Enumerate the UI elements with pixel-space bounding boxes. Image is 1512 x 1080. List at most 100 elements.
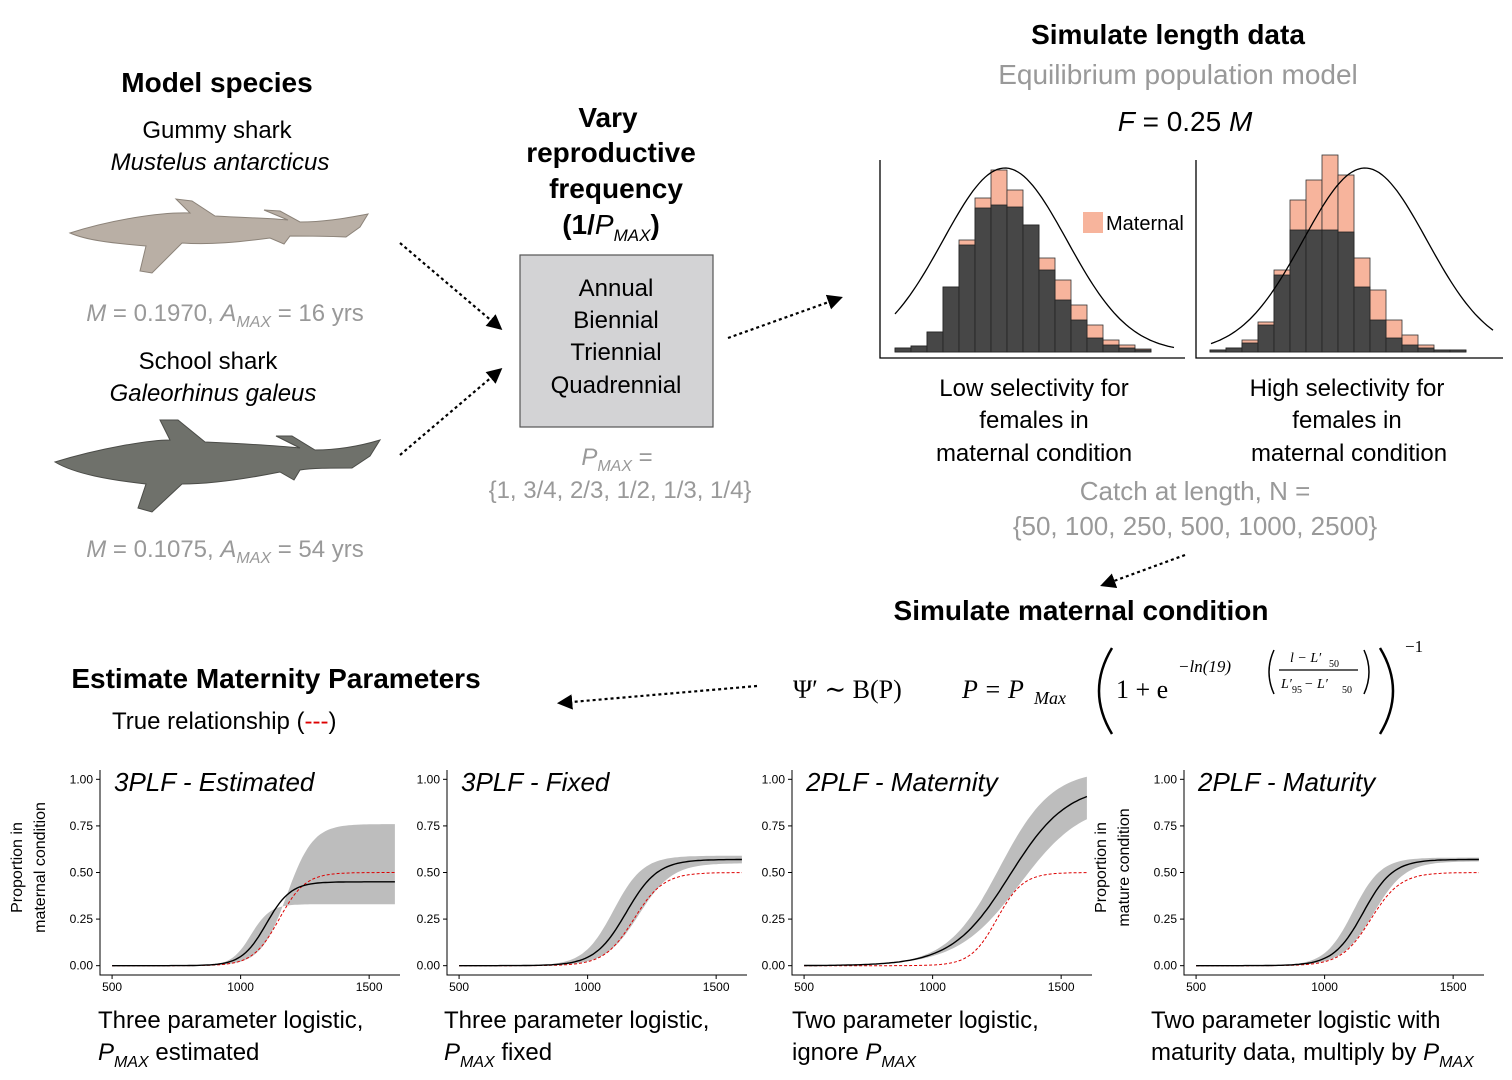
caption-part: estimated [149, 1039, 260, 1066]
paren [1363, 649, 1370, 695]
bar [1353, 286, 1371, 353]
legend-label: Maternal [1106, 213, 1184, 235]
latin-name: Mustelus antarcticus [111, 149, 330, 176]
shark-school [53, 419, 382, 513]
common-name: Gummy shark [142, 117, 292, 144]
paren [1268, 649, 1275, 695]
plot-title: 2PLF - Maternity [805, 767, 1000, 797]
caption-part: P [865, 1039, 881, 1066]
panel-caption: maternal condition [936, 440, 1132, 467]
x-tick-label: 1000 [227, 980, 254, 994]
caption-part: ignore [792, 1039, 865, 1066]
subscript: MAX [236, 314, 272, 331]
plots: 0.00 0.25 0.50 0.75 1.00 500 1000 1500 3PLF - Es… [9, 767, 1484, 994]
formula-sub: Max [1033, 688, 1066, 708]
section-title: (1/PMAX) [562, 209, 660, 245]
section-title: Model species [121, 67, 312, 98]
title-part: P [595, 209, 614, 240]
bar [1022, 224, 1040, 353]
section-title: Simulate length data [1031, 19, 1305, 50]
plot-caption: PMAX fixed [444, 1039, 552, 1071]
y-tick-label: 0.50 [762, 866, 786, 880]
y-tick-label: 0.25 [762, 912, 786, 926]
formula-part: − L′ [1304, 677, 1329, 692]
bar [910, 345, 928, 353]
paren [1378, 647, 1395, 735]
bar [1118, 347, 1136, 353]
formula-part: L′ [1280, 677, 1293, 692]
shark-gummy [68, 198, 370, 274]
f-part: = 0.25 [1135, 106, 1229, 137]
arrow [727, 294, 843, 340]
subscript: MAX [114, 1054, 150, 1071]
y-tick-label: 1.00 [762, 772, 786, 786]
bar [1086, 337, 1104, 353]
bar [1070, 319, 1088, 353]
bar [1417, 347, 1435, 353]
bar [1257, 324, 1275, 353]
stat: = 0.1075, [106, 536, 220, 563]
plot-caption: ignore PMAX [792, 1039, 917, 1071]
panel-caption: Low selectivity for [939, 375, 1128, 402]
bar [1054, 299, 1072, 353]
y-tick-label: 0.75 [1154, 819, 1178, 833]
plot-caption: Three parameter logistic, [98, 1007, 363, 1034]
option: Biennial [573, 307, 658, 334]
bar [1225, 347, 1243, 353]
bar [974, 207, 992, 353]
stat: M [86, 536, 106, 563]
axes [791, 770, 1092, 976]
section-title: Estimate Maternity Parameters [71, 663, 480, 694]
y-tick-label: 0.00 [1154, 959, 1178, 973]
x-tick-label: 1500 [703, 980, 730, 994]
f-part: F [1118, 106, 1137, 137]
formula-part: 1 + e [1116, 675, 1168, 704]
x-tick-label: 500 [794, 980, 814, 994]
x-tick-label: 500 [102, 980, 122, 994]
x-tick-label: 1000 [919, 980, 946, 994]
bar [1305, 229, 1323, 353]
caption-part: P [1423, 1039, 1439, 1066]
x-tick-label: 1000 [1311, 980, 1338, 994]
common-name: School shark [139, 348, 279, 375]
formula-exp: −1 [1405, 637, 1423, 656]
bar [1134, 349, 1152, 353]
label-part: ) [329, 708, 337, 735]
y-tick-label: 0.25 [1154, 912, 1178, 926]
section-title: frequency [549, 173, 683, 204]
axes [1195, 160, 1503, 359]
subscript: MAX [460, 1054, 496, 1071]
species-stats: M = 0.1075, AMAX = 54 yrs [86, 536, 364, 567]
axes [879, 160, 1185, 359]
bar [1209, 349, 1227, 353]
paren [1097, 647, 1114, 735]
subscript: MAX [614, 226, 652, 245]
option: Annual [579, 275, 654, 302]
y-tick-label: 0.75 [70, 819, 94, 833]
bar [1321, 229, 1339, 353]
subscript: MAX [881, 1054, 917, 1071]
panel-caption: females in [979, 407, 1088, 434]
stat: M [86, 300, 106, 327]
fit-curve [459, 858, 742, 967]
y-axis-label: Proportion in [1093, 822, 1110, 913]
formula-sub: 95 [1292, 685, 1302, 696]
y-tick-label: 0.25 [417, 912, 441, 926]
y-tick-label: 0.50 [70, 866, 94, 880]
true-curve [804, 872, 1087, 967]
y-tick-label: 0.00 [417, 959, 441, 973]
confidence-band [459, 855, 742, 966]
section-title: reproductive [526, 137, 696, 168]
caption-part: P [98, 1039, 114, 1066]
options-box [519, 254, 714, 428]
caption-part: maturity data, multiply by [1151, 1039, 1423, 1066]
y-tick-label: 0.00 [70, 959, 94, 973]
section-title: Vary [578, 102, 638, 133]
confidence-band [1196, 857, 1479, 966]
y-tick-label: 1.00 [417, 772, 441, 786]
section-title: Simulate maternal condition [894, 595, 1269, 626]
bar [1241, 342, 1259, 353]
y-axis-label: Proportion in [9, 822, 26, 913]
axes [99, 770, 400, 976]
